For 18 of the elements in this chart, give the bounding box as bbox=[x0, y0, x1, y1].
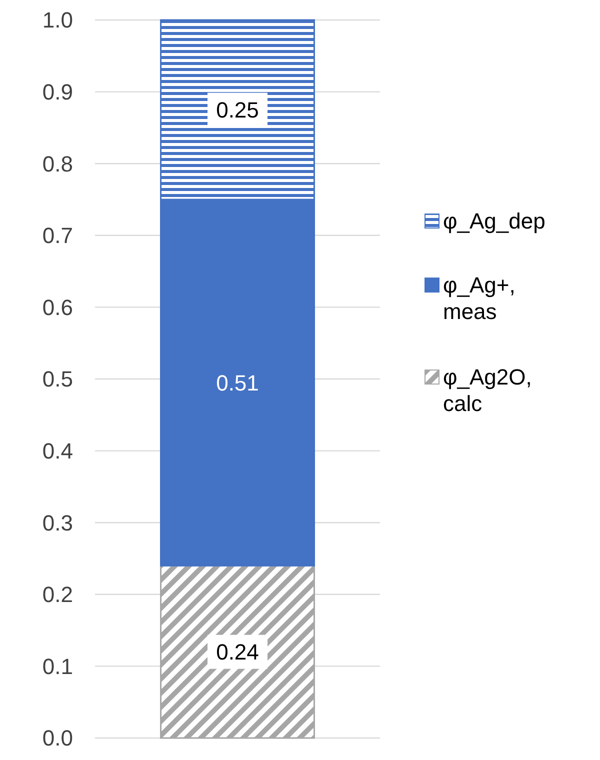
y-tick-label: 0.0 bbox=[42, 726, 73, 751]
y-tick-label: 0.8 bbox=[42, 151, 73, 176]
y-tick-label: 0.4 bbox=[42, 438, 73, 464]
data-label: 0.51 bbox=[216, 370, 259, 396]
y-tick-label: 0.7 bbox=[42, 223, 73, 248]
y-tick-label: 0.9 bbox=[42, 80, 73, 104]
legend-label: φ_Ag_dep bbox=[443, 208, 546, 234]
y-tick-label: 0.1 bbox=[42, 654, 73, 679]
data-label: 0.25 bbox=[216, 97, 259, 122]
legend-label: φ_Ag2O, calc bbox=[443, 364, 532, 416]
y-tick-label: 0.6 bbox=[42, 294, 73, 320]
legend-label: φ_Ag+, meas bbox=[443, 272, 516, 324]
bar bbox=[160, 564, 315, 739]
data-label: 0.24 bbox=[216, 640, 259, 665]
y-tick-label: 0.5 bbox=[42, 366, 73, 392]
y-tick-label: 0.3 bbox=[42, 510, 73, 536]
y-tick-label: 1.0 bbox=[42, 8, 73, 33]
y-tick-label: 0.2 bbox=[42, 582, 73, 608]
